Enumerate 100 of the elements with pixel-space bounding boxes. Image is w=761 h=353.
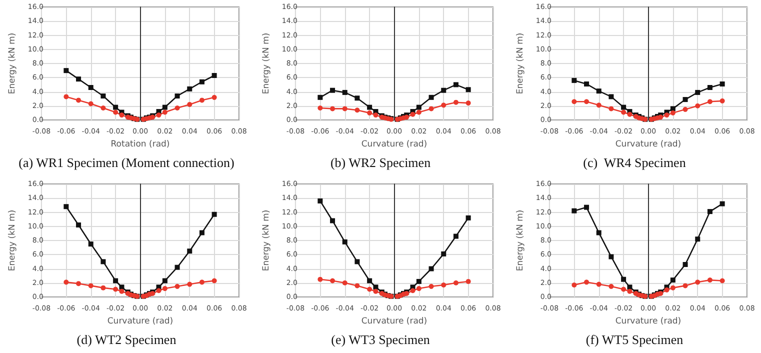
text: (c) WR4 Specimen <box>583 155 686 170</box>
point <box>428 106 434 112</box>
point <box>187 102 192 107</box>
point <box>212 94 217 100</box>
x-axis-title: Rotation (rad) <box>110 139 170 150</box>
point <box>670 106 676 112</box>
point <box>428 284 434 289</box>
point <box>416 110 422 115</box>
point <box>113 286 118 292</box>
point <box>621 286 626 292</box>
point <box>608 94 614 100</box>
point <box>113 278 118 284</box>
point <box>670 278 676 283</box>
point <box>156 288 162 294</box>
point <box>174 93 180 98</box>
point <box>318 276 323 282</box>
point <box>695 90 700 95</box>
point <box>608 106 614 112</box>
point <box>416 278 422 284</box>
point <box>428 266 434 272</box>
point <box>367 104 372 110</box>
point <box>428 94 434 100</box>
point <box>318 94 323 100</box>
point <box>627 284 632 290</box>
point <box>187 86 192 92</box>
point <box>373 112 378 118</box>
text: (f) WT5 Specimen <box>586 332 684 347</box>
point <box>162 278 168 284</box>
point <box>199 98 204 103</box>
point <box>584 204 590 210</box>
point <box>584 280 590 285</box>
point <box>453 100 458 105</box>
point <box>162 286 168 292</box>
point <box>64 94 69 100</box>
point <box>64 280 69 285</box>
point <box>64 204 69 210</box>
point <box>367 286 372 292</box>
point <box>682 262 688 268</box>
point <box>584 81 590 86</box>
point <box>162 110 168 115</box>
point <box>76 98 82 103</box>
point <box>621 104 626 110</box>
point <box>682 106 688 112</box>
point <box>354 283 360 288</box>
y-axis-title: Energy (kN m) <box>516 210 526 272</box>
point <box>342 90 348 95</box>
text: (e) WT3 Specimen <box>331 332 430 347</box>
point <box>627 288 632 294</box>
text: (d) WT2 Specimen <box>76 332 177 347</box>
point <box>174 264 180 270</box>
point <box>441 102 446 108</box>
y-axis-title: Energy (kN m) <box>8 210 18 272</box>
point <box>156 112 162 118</box>
point <box>367 278 372 284</box>
point <box>596 102 602 108</box>
point <box>720 201 725 206</box>
point <box>707 85 712 90</box>
point <box>453 280 458 286</box>
point <box>162 104 168 110</box>
point <box>695 280 700 285</box>
point <box>441 251 446 256</box>
point <box>342 280 348 286</box>
point <box>199 280 204 285</box>
point <box>354 96 360 101</box>
point <box>367 110 372 116</box>
y-axis-title: Energy (kN m) <box>262 32 272 94</box>
point <box>670 285 676 290</box>
x-axis-title: Curvature (rad) <box>361 316 428 326</box>
point <box>119 284 124 290</box>
point <box>88 242 94 247</box>
point <box>174 105 180 110</box>
point <box>695 103 700 108</box>
point <box>318 105 323 110</box>
point <box>119 288 124 294</box>
point <box>100 259 106 264</box>
point <box>342 239 348 244</box>
point <box>584 99 590 104</box>
point <box>119 112 124 118</box>
point <box>199 79 204 84</box>
point <box>466 87 471 92</box>
point <box>318 198 323 204</box>
point <box>76 222 82 228</box>
point <box>720 81 725 86</box>
point <box>707 278 712 283</box>
point <box>596 282 602 287</box>
point <box>174 284 180 289</box>
point <box>682 283 688 288</box>
point <box>453 234 458 239</box>
point <box>100 285 106 290</box>
point <box>664 287 670 292</box>
point <box>621 110 626 115</box>
point <box>596 230 602 236</box>
point <box>76 281 82 286</box>
point <box>410 288 416 294</box>
point <box>113 110 118 115</box>
point <box>670 110 676 116</box>
x-axis-title: Curvature (rad) <box>615 316 682 326</box>
point <box>572 99 577 104</box>
point <box>100 105 106 110</box>
point <box>212 212 217 217</box>
